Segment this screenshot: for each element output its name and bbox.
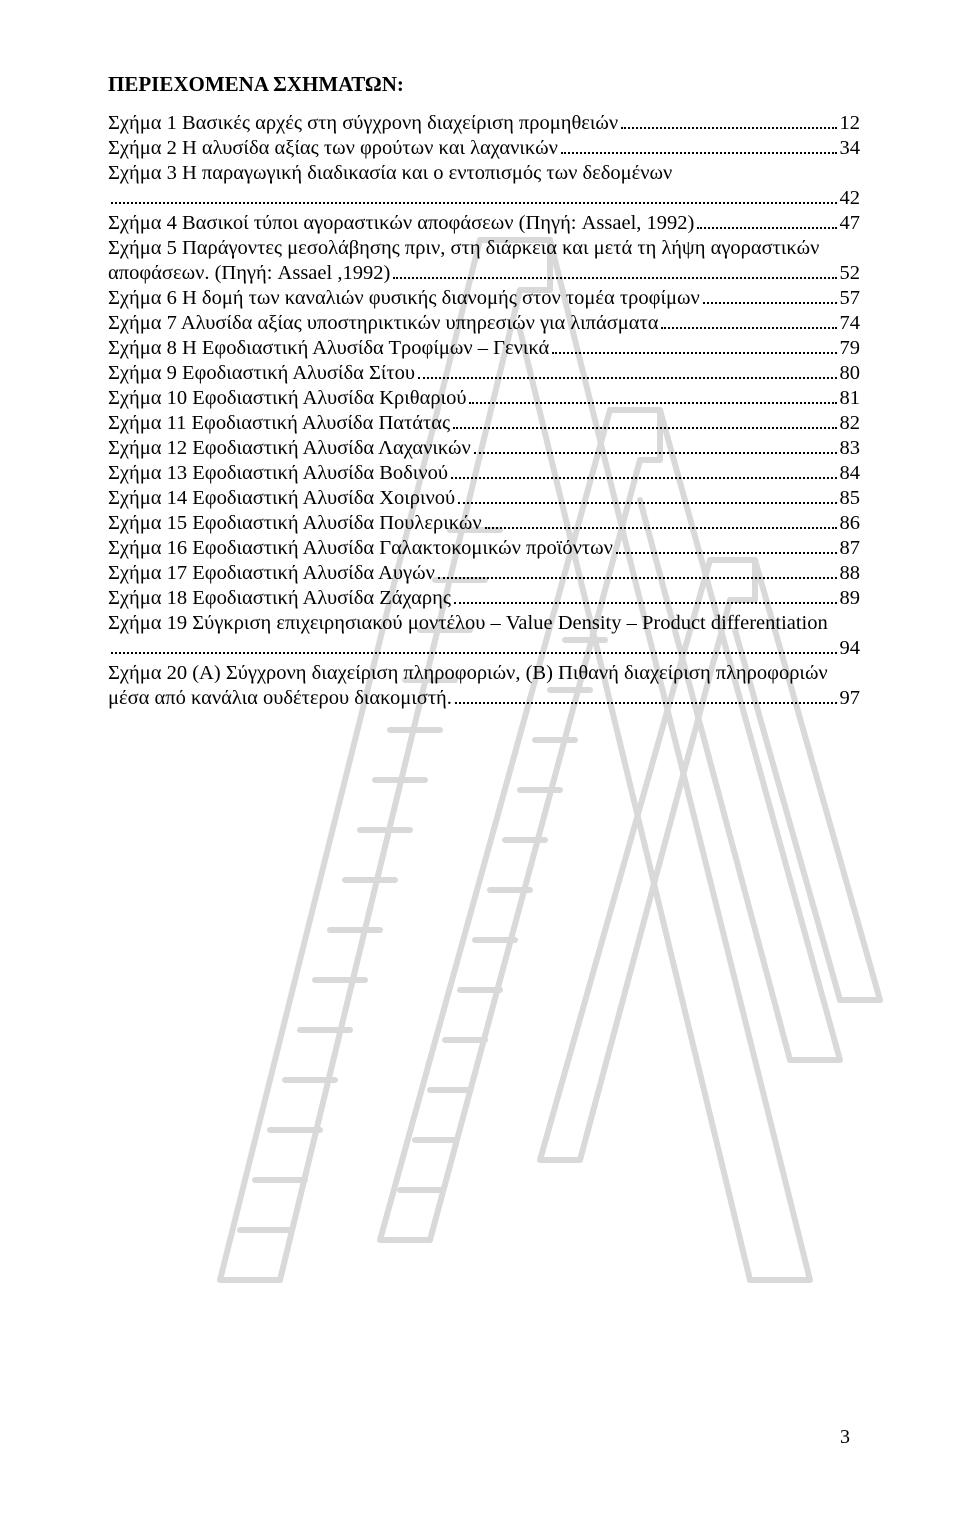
toc-leader-dots	[474, 437, 837, 454]
toc-entry-continuation: 42	[108, 186, 860, 211]
toc-entry: Σχήμα 17 Εφοδιαστική Αλυσίδα Αυγών 88	[108, 561, 860, 586]
toc-leader-dots	[453, 412, 836, 429]
toc-entry-text: Σχήμα 7 Αλυσίδα αξίας υποστηρικτικών υπη…	[108, 311, 658, 336]
toc-leader-dots	[438, 562, 837, 579]
toc-entry: Σχήμα 7 Αλυσίδα αξίας υποστηρικτικών υπη…	[108, 311, 860, 336]
toc-entry-page: 81	[840, 386, 861, 411]
toc-leader-dots	[703, 287, 837, 304]
toc-entry: Σχήμα 12 Εφοδιαστική Αλυσίδα Λαχανικών 83	[108, 436, 860, 461]
toc-entry: Σχήμα 15 Εφοδιαστική Αλυσίδα Πουλερικών 8…	[108, 511, 860, 536]
toc-leader-dots	[458, 487, 836, 504]
toc-leader-dots	[552, 337, 836, 354]
toc-entry-text: Σχήμα 9 Εφοδιαστική Αλυσίδα Σίτου	[108, 361, 415, 386]
toc-entry: Σχήμα 11 Εφοδιαστική Αλυσίδα Πατάτας 82	[108, 411, 860, 436]
toc-entry-text: Σχήμα 11 Εφοδιαστική Αλυσίδα Πατάτας	[108, 411, 450, 436]
toc-entry-page: 79	[840, 336, 861, 361]
toc-entry-page: 52	[840, 261, 861, 286]
toc-entry-text: Σχήμα 8 Η Εφοδιαστική Αλυσίδα Τροφίμων –…	[108, 336, 549, 361]
toc-entry-page: 57	[840, 286, 861, 311]
toc-leader-dots	[621, 112, 836, 129]
toc-entry-page: 82	[840, 411, 861, 436]
toc-entry-text: Σχήμα 5 Παράγοντες μεσολάβησης πριν, στη…	[108, 236, 860, 261]
toc-entry: Σχήμα 14 Εφοδιαστική Αλυσίδα Χοιρινού 85	[108, 486, 860, 511]
toc-entry-text: Σχήμα 4 Βασικοί τύποι αγοραστικών αποφάσ…	[108, 211, 694, 236]
toc-entry-continuation: αποφάσεων. (Πηγή: Assael ,1992) 52	[108, 261, 860, 286]
toc-entry-text: Σχήμα 15 Εφοδιαστική Αλυσίδα Πουλερικών	[108, 511, 482, 536]
toc-entry-text: Σχήμα 2 Η αλυσίδα αξίας των φρούτων και …	[108, 136, 558, 161]
toc-entry-text: Σχήμα 19 Σύγκριση επιχειρησιακού μοντέλο…	[108, 611, 860, 636]
toc-entry-page: 42	[840, 186, 861, 211]
toc-entry-text: Σχήμα 10 Εφοδιαστική Αλυσίδα Κριθαριού	[108, 386, 466, 411]
toc-entry-page: 80	[840, 361, 861, 386]
toc-leader-dots	[454, 587, 837, 604]
toc-leader-dots	[485, 512, 837, 529]
toc-entry-page: 83	[840, 436, 861, 461]
toc-entry-page: 86	[840, 511, 861, 536]
toc-entry: Σχήμα 8 Η Εφοδιαστική Αλυσίδα Τροφίμων –…	[108, 336, 860, 361]
toc-entry: Σχήμα 20 (Α) Σύγχρονη διαχείριση πληροφο…	[108, 661, 860, 711]
toc-heading: ΠΕΡΙΕΧΟΜΕΝΑ ΣΧΗΜΑΤΩΝ:	[108, 72, 860, 97]
toc-list: Σχήμα 1 Βασικές αρχές στη σύγχρονη διαχε…	[108, 111, 860, 711]
toc-entry: Σχήμα 16 Εφοδιαστική Αλυσίδα Γαλακτοκομι…	[108, 536, 860, 561]
toc-entry-text: μέσα από κανάλια ουδέτερου διακομιστή.	[108, 686, 452, 711]
toc-entry: Σχήμα 19 Σύγκριση επιχειρησιακού μοντέλο…	[108, 611, 860, 661]
toc-entry: Σχήμα 10 Εφοδιαστική Αλυσίδα Κριθαριού 81	[108, 386, 860, 411]
toc-entry-page: 47	[840, 211, 861, 236]
toc-entry-text: Σχήμα 12 Εφοδιαστική Αλυσίδα Λαχανικών	[108, 436, 471, 461]
toc-entry-text: Σχήμα 20 (Α) Σύγχρονη διαχείριση πληροφο…	[108, 661, 860, 686]
toc-entry-page: 84	[840, 461, 861, 486]
toc-entry-text: Σχήμα 17 Εφοδιαστική Αλυσίδα Αυγών	[108, 561, 435, 586]
toc-entry: Σχήμα 18 Εφοδιαστική Αλυσίδα Ζάχαρης 89	[108, 586, 860, 611]
toc-entry-text: Σχήμα 16 Εφοδιαστική Αλυσίδα Γαλακτοκομι…	[108, 536, 613, 561]
toc-leader-dots	[661, 312, 836, 329]
toc-leader-dots	[469, 387, 836, 404]
toc-entry-page: 74	[840, 311, 861, 336]
toc-entry-page: 34	[840, 136, 861, 161]
toc-entry-text: Σχήμα 18 Εφοδιαστική Αλυσίδα Ζάχαρης	[108, 586, 451, 611]
toc-entry: Σχήμα 2 Η αλυσίδα αξίας των φρούτων και …	[108, 136, 860, 161]
toc-entry-text: Σχήμα 14 Εφοδιαστική Αλυσίδα Χοιρινού	[108, 486, 455, 511]
toc-entry-page: 85	[840, 486, 861, 511]
toc-entry: Σχήμα 3 Η παραγωγική διαδικασία και ο εν…	[108, 161, 860, 211]
toc-entry: Σχήμα 13 Εφοδιαστική Αλυσίδα Βοδινού 84	[108, 461, 860, 486]
toc-entry-page: 94	[840, 636, 861, 661]
toc-entry: Σχήμα 6 Η δομή των καναλιών φυσικής διαν…	[108, 286, 860, 311]
toc-entry: Σχήμα 4 Βασικοί τύποι αγοραστικών αποφάσ…	[108, 211, 860, 236]
toc-entry-text: Σχήμα 3 Η παραγωγική διαδικασία και ο εν…	[108, 161, 860, 186]
toc-entry-page: 89	[840, 586, 861, 611]
toc-leader-dots	[393, 262, 836, 279]
toc-leader-dots	[697, 212, 836, 229]
toc-leader-dots	[455, 687, 837, 704]
toc-entry-page: 97	[840, 686, 861, 711]
toc-entry-page: 87	[840, 536, 861, 561]
toc-entry-continuation: μέσα από κανάλια ουδέτερου διακομιστή. 97	[108, 686, 860, 711]
footer-page-number: 3	[840, 1426, 850, 1449]
toc-entry-text: Σχήμα 1 Βασικές αρχές στη σύγχρονη διαχε…	[108, 111, 618, 136]
toc-leader-dots	[451, 462, 837, 479]
toc-entry-text: Σχήμα 6 Η δομή των καναλιών φυσικής διαν…	[108, 286, 700, 311]
toc-entry-text: αποφάσεων. (Πηγή: Assael ,1992)	[108, 261, 390, 286]
toc-entry-continuation: 94	[108, 636, 860, 661]
toc-leader-dots	[111, 637, 837, 654]
toc-entry-page: 12	[840, 111, 861, 136]
toc-entry: Σχήμα 9 Εφοδιαστική Αλυσίδα Σίτου 80	[108, 361, 860, 386]
toc-leader-dots	[616, 537, 837, 554]
page-content: ΠΕΡΙΕΧΟΜΕΝΑ ΣΧΗΜΑΤΩΝ: Σχήμα 1 Βασικές αρ…	[108, 72, 860, 711]
toc-leader-dots	[111, 187, 837, 204]
toc-entry: Σχήμα 1 Βασικές αρχές στη σύγχρονη διαχε…	[108, 111, 860, 136]
toc-entry: Σχήμα 5 Παράγοντες μεσολάβησης πριν, στη…	[108, 236, 860, 286]
toc-leader-dots	[561, 137, 837, 154]
toc-entry-text: Σχήμα 13 Εφοδιαστική Αλυσίδα Βοδινού	[108, 461, 448, 486]
toc-leader-dots	[418, 362, 836, 379]
toc-entry-page: 88	[840, 561, 861, 586]
